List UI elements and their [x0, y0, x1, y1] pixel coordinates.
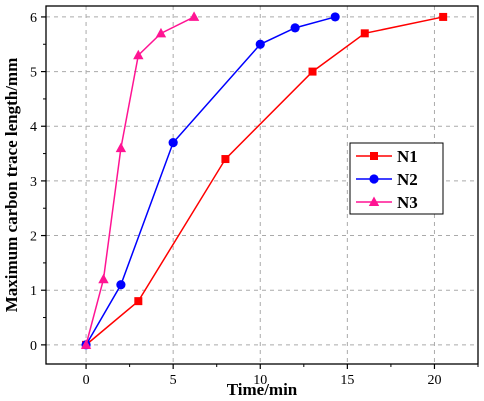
legend-marker — [368, 196, 380, 206]
legend-label: N3 — [397, 193, 418, 212]
data-point — [308, 67, 317, 76]
data-point — [360, 29, 369, 38]
data-point — [80, 339, 92, 349]
data-point — [290, 23, 300, 33]
x-tick-label: 0 — [83, 373, 90, 388]
data-point — [255, 39, 265, 49]
legend-label: N1 — [397, 147, 418, 166]
data-point — [98, 273, 109, 284]
data-point — [168, 138, 178, 148]
legend-label: N2 — [397, 170, 418, 189]
x-tick-label: 10 — [253, 373, 267, 388]
y-axis-label: Maximum carbon trace length/mm — [2, 58, 21, 312]
x-tick-label: 20 — [427, 373, 441, 388]
data-point — [330, 12, 340, 22]
data-point — [116, 280, 126, 290]
data-point — [133, 49, 144, 60]
plot-frame — [45, 5, 479, 365]
legend: N1 N2 N3 — [349, 142, 444, 215]
y-tick-label: 5 — [30, 66, 37, 81]
x-tick-label: 15 — [340, 373, 354, 388]
y-tick-label: 2 — [30, 230, 37, 245]
series-line — [85, 16, 336, 346]
series-n3 — [80, 11, 200, 349]
data-point — [439, 12, 448, 21]
y-tick-label: 1 — [30, 284, 37, 299]
ticks: 0 5 10 15 20 0 1 2 3 4 5 6 — [30, 11, 479, 388]
x-tick-label: 5 — [170, 373, 177, 388]
y-tick-label: 0 — [30, 339, 37, 354]
x-axis-label: Time/min — [227, 380, 298, 399]
data-point — [134, 297, 143, 306]
y-tick-label: 6 — [30, 11, 37, 26]
y-tick-label: 4 — [30, 120, 37, 135]
legend-marker — [369, 174, 379, 184]
series-line — [85, 16, 444, 346]
y-tick-label: 3 — [30, 175, 37, 190]
data-point — [188, 11, 200, 21]
data-point — [221, 155, 230, 164]
data-point — [155, 27, 167, 38]
legend-marker — [370, 152, 378, 160]
data-point — [115, 142, 127, 153]
series-layer — [80, 11, 448, 350]
series-line — [85, 16, 195, 346]
grid — [46, 6, 478, 364]
